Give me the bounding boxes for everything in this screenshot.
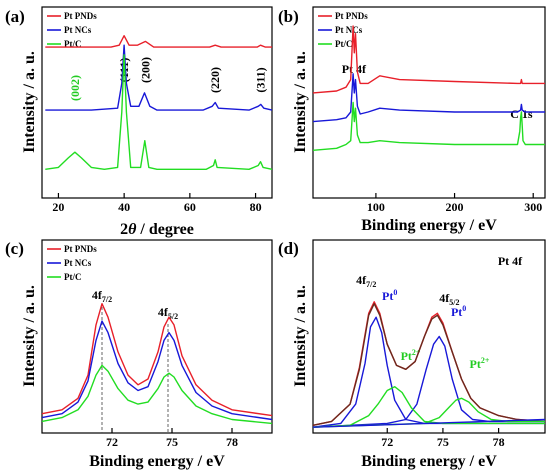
panel-d-annotation-2: Pt0 <box>382 288 397 303</box>
panel-b-xlabel: Binding energy / eV <box>361 217 497 234</box>
panel-c-legend-label-pt-pnds: Pt PNDs <box>64 244 97 254</box>
panel-d: (d) Pt 4f Intensity / a. u. Binding ener… <box>278 239 546 470</box>
panel-c-peak-guides <box>101 307 169 433</box>
panel-d-annotation-4: Pt2+ <box>401 348 421 363</box>
panel-d-frame <box>312 239 546 434</box>
panel-d-annotation-1: 4f5/2 <box>439 291 459 307</box>
panel-c-xtick-label-78: 78 <box>226 435 238 449</box>
panel-c-series-pt-ncs <box>41 320 273 421</box>
panel-b-ticks: 100 200 300 <box>367 193 542 214</box>
panel-d-annotation-5: Pt2+ <box>470 356 490 371</box>
panel-c-annotations: 4f7/2 4f5/2 <box>92 288 178 321</box>
panel-b-series-pt-c <box>312 101 545 151</box>
panel-c-series-pt-c <box>41 364 273 425</box>
panel-d-annotation-3: Pt0 <box>451 304 466 319</box>
panel-b-legend-label-pt-c: Pt/C <box>335 39 353 49</box>
panel-b-annotation-0: Pt 4f <box>342 62 367 76</box>
panel-c-xtick-label-72: 72 <box>106 435 118 449</box>
panel-a-legend-label-pt-ncs: Pt NCs <box>64 25 92 35</box>
panel-a-series-pt-pnds <box>45 35 272 48</box>
panel-a-xlabel-theta: θ <box>128 221 137 238</box>
panel-d-ylabel-group: Intensity / a. u. <box>292 285 309 387</box>
panel-a-annotation-2: (200) <box>139 57 153 83</box>
panel-b-legend-label-pt-pnds: Pt PNDs <box>335 11 368 21</box>
panel-c-xtick-label-75: 75 <box>166 435 178 449</box>
panel-c-ticks: 72 75 78 <box>106 428 238 449</box>
panel-b-frame <box>312 6 546 199</box>
panel-b-xtick-label-300: 300 <box>524 200 542 214</box>
panel-a-ylabel: Intensity / a. u. <box>21 51 38 153</box>
panel-d-series-pt2-4f7-2 <box>312 386 545 428</box>
panel-a-legend-label-pt-c: Pt/C <box>64 39 82 49</box>
panel-d-ylabel: Intensity / a. u. <box>292 285 309 387</box>
panel-d-series-pt0-4f7-2 <box>312 316 545 428</box>
panel-d-series-pt0-4f5-2 <box>312 335 545 428</box>
panel-a-peak-labels: (002)(111) (200) (220) (311) <box>68 57 268 101</box>
panel-a: (a) Intensity / a. u. 2θ / degree 20 40 60… <box>5 6 273 238</box>
panel-a-annotation-4: (311) <box>254 67 268 92</box>
panel-c: (c) Intensity / a. u. Binding energy / e… <box>5 239 273 470</box>
panel-d-xlabel: Binding energy / eV <box>361 453 497 470</box>
panel-d-xtick-label-78: 78 <box>493 435 505 449</box>
panel-a-series-pt-c <box>45 54 273 170</box>
panel-a-xtick-label-60: 60 <box>184 200 196 214</box>
panel-c-legend-label-pt-c: Pt/C <box>64 272 82 282</box>
panel-a-xlabel-prefix: 2 <box>120 221 128 238</box>
panel-c-label: (c) <box>5 239 24 258</box>
panel-a-xtick-label-20: 20 <box>52 200 64 214</box>
panel-d-series-background <box>312 418 546 428</box>
panel-c-legend: Pt PNDs Pt NCs Pt/C <box>47 244 97 282</box>
panel-b-legend: Pt PNDs Pt NCs Pt/C <box>318 11 368 49</box>
panel-d-series-fit <box>312 303 546 426</box>
panel-a-ylabel-group: Intensity / a. u. <box>21 51 38 153</box>
panel-c-ylabel-group: Intensity / a. u. <box>21 285 38 387</box>
panel-d-title: Pt 4f <box>498 254 523 268</box>
panel-b-series-pt-pnds <box>312 25 545 94</box>
panel-c-annotation-0: 4f7/2 <box>92 288 112 304</box>
panel-b-ylabel-group: Intensity / a. u. <box>292 51 309 153</box>
panel-a-label: (a) <box>5 7 25 26</box>
panel-c-annotation-1: 4f5/2 <box>158 305 178 321</box>
panel-d-series-pt2-4f5-2 <box>312 397 545 428</box>
panel-b: (b) Intensity / a. u. Binding energy / e… <box>278 6 546 234</box>
panel-d-annotation-0: 4f7/2 <box>356 273 376 289</box>
panel-c-ylabel: Intensity / a. u. <box>21 285 38 387</box>
panel-c-legend-label-pt-ncs: Pt NCs <box>64 258 92 268</box>
panel-b-series <box>312 25 545 151</box>
panel-a-series <box>45 35 273 170</box>
panel-c-xlabel: Binding energy / eV <box>89 453 225 470</box>
panel-d-xtick-label-75: 75 <box>437 435 449 449</box>
panel-a-xtick-label-80: 80 <box>250 200 262 214</box>
panel-a-legend-label-pt-pnds: Pt PNDs <box>64 11 97 21</box>
panel-a-xtick-label-40: 40 <box>118 200 130 214</box>
panel-a-series-pt-ncs <box>45 44 273 111</box>
panel-a-legend: Pt PNDs Pt NCs Pt/C <box>47 11 97 49</box>
panel-c-series <box>41 303 273 425</box>
panel-a-frame <box>41 6 273 199</box>
panel-d-label: (d) <box>278 239 299 258</box>
panel-d-xtick-label-72: 72 <box>381 435 393 449</box>
panel-b-label: (b) <box>278 7 299 26</box>
panel-d-ticks: 72 75 78 <box>381 428 505 449</box>
panel-d-series <box>312 301 546 428</box>
panel-a-xlabel: 2θ / degree <box>120 221 194 238</box>
panel-b-ylabel: Intensity / a. u. <box>292 51 309 153</box>
panel-b-xtick-label-200: 200 <box>446 200 464 214</box>
panel-a-ticks: 20 40 60 80 <box>52 193 262 214</box>
panel-b-series-pt-ncs <box>312 73 545 123</box>
panel-a-annotation-3: (220) <box>208 67 222 93</box>
panel-b-xtick-label-100: 100 <box>367 200 385 214</box>
panel-c-series-pt-pnds <box>41 303 273 417</box>
panel-b-legend-label-pt-ncs: Pt NCs <box>335 25 363 35</box>
panel-c-frame <box>41 239 273 434</box>
panel-a-annotation-0: (002) <box>68 75 82 101</box>
panel-a-xlabel-suffix: / degree <box>136 221 193 238</box>
